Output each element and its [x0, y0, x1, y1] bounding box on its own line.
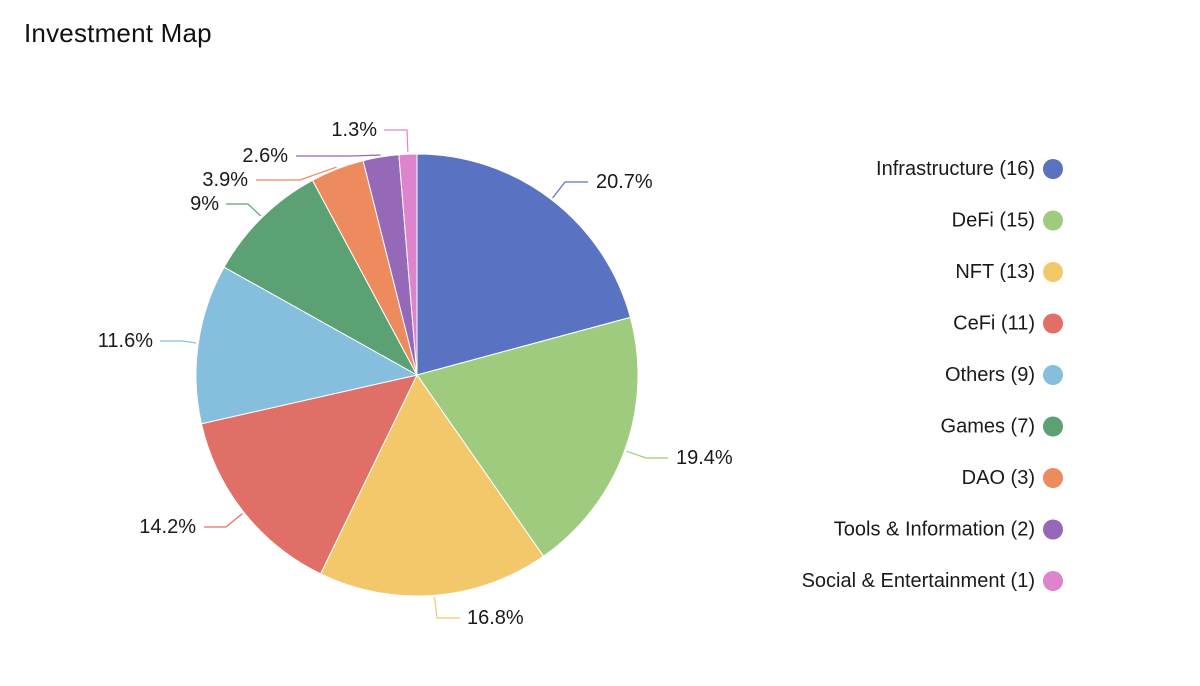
leader-line [204, 513, 243, 528]
legend-item[interactable]: Games (7) [941, 416, 1063, 438]
pie-slice-infrastructure[interactable] [416, 153, 631, 376]
leader-line [226, 203, 262, 217]
leader-line [160, 340, 197, 344]
legend-item[interactable]: Social & Entertainment (1) [802, 570, 1063, 592]
legend-swatch [1043, 262, 1063, 282]
legend-swatch [1043, 159, 1063, 179]
legend-label: Tools & Information (2) [834, 519, 1035, 541]
leader-line [626, 450, 668, 459]
data-label: 20.7% [596, 171, 653, 193]
legend: Infrastructure (16) DeFi (15) NFT (13) CeFi… [802, 158, 1063, 592]
leader-line [433, 597, 460, 619]
data-label: 1.3% [331, 119, 377, 141]
legend-item[interactable]: DAO (3) [962, 467, 1063, 489]
legend-label: DAO (3) [962, 467, 1035, 489]
legend-swatch [1043, 313, 1063, 334]
label-leader-lines [160, 129, 668, 619]
legend-swatch [1043, 571, 1063, 591]
legend-label: NFT (13) [955, 261, 1035, 283]
legend-item[interactable]: Others (9) [945, 364, 1063, 386]
pie-slice-defi[interactable] [416, 316, 639, 557]
data-label: 19.4% [676, 447, 733, 469]
legend-label: Games (7) [941, 416, 1035, 438]
pie-slice-nft[interactable] [319, 374, 545, 597]
pie-slices [195, 153, 639, 597]
legend-swatch [1043, 468, 1063, 488]
data-labels: 20.7% 19.4% 16.8% 14.2% 11.6% 9%3.9%2.6% 1.3% [98, 119, 733, 629]
leader-line [552, 181, 588, 199]
pie-slice-others[interactable] [195, 266, 419, 425]
legend-item[interactable]: NFT (13) [955, 261, 1063, 283]
legend-label: Others (9) [945, 364, 1035, 386]
legend-swatch [1043, 519, 1063, 540]
legend-item[interactable]: Infrastructure (16) [876, 158, 1063, 180]
data-label: 9% [190, 193, 219, 215]
legend-label: CeFi (11) [953, 313, 1035, 335]
data-label: 3.9% [202, 169, 248, 191]
data-label: 14.2% [139, 516, 196, 538]
legend-item[interactable]: Tools & Information (2) [834, 519, 1063, 541]
data-label: 11.6% [98, 330, 153, 352]
pie-slice-cefi[interactable] [200, 374, 418, 575]
data-label: 2.6% [242, 145, 288, 167]
legend-swatch [1043, 416, 1063, 437]
leader-line [256, 166, 337, 181]
legend-label: DeFi (15) [952, 210, 1035, 232]
legend-label: Social & Entertainment (1) [802, 570, 1035, 592]
legend-item[interactable]: CeFi (11) [953, 313, 1063, 335]
legend-item[interactable]: DeFi (15) [952, 210, 1063, 232]
data-label: 16.8% [467, 607, 524, 629]
pie-slice-games[interactable] [223, 179, 419, 377]
legend-label: Infrastructure (16) [876, 158, 1035, 180]
chart-title: Investment Map [24, 18, 212, 48]
legend-swatch [1043, 365, 1063, 385]
legend-swatch [1043, 210, 1063, 231]
pie-slice-social-entertainment[interactable] [398, 153, 418, 376]
leader-line [384, 129, 409, 153]
leader-line [296, 154, 381, 157]
